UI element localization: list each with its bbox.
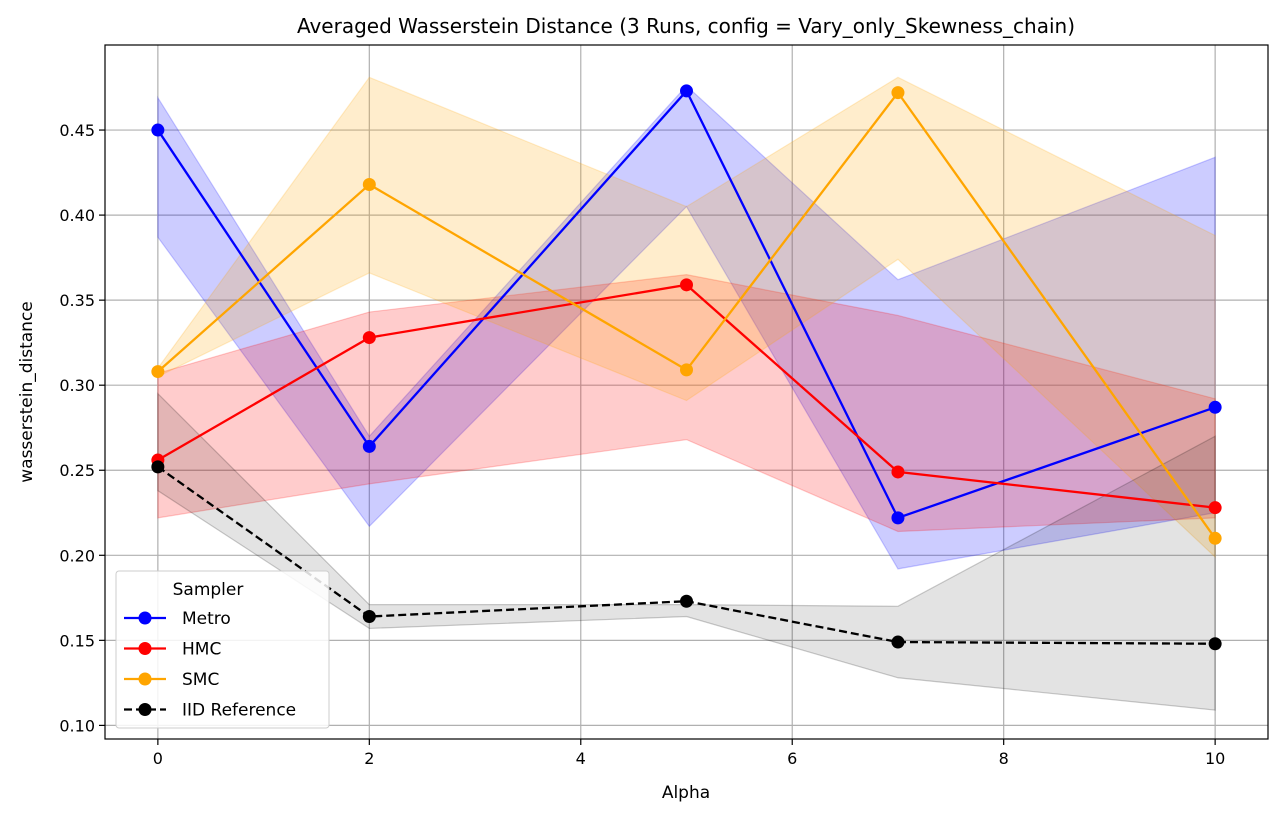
- x-tick-label: 2: [364, 749, 374, 768]
- smc-point: [362, 177, 376, 191]
- legend-marker-smc: [138, 672, 152, 686]
- y-tick-label: 0.30: [59, 376, 95, 395]
- x-axis-ticks: 0 2 4 6 8 10: [153, 739, 1225, 768]
- legend-label-iid-reference: IID Reference: [182, 701, 296, 721]
- x-tick-label: 6: [787, 749, 797, 768]
- iid-reference-point: [1208, 637, 1222, 651]
- legend-marker-metro: [138, 611, 152, 625]
- hmc-point: [891, 465, 905, 479]
- metro-point: [891, 511, 905, 525]
- y-tick-label: 0.25: [59, 461, 95, 480]
- x-tick-label: 10: [1205, 749, 1225, 768]
- y-axis-ticks: 0.10 0.15 0.20 0.25 0.30 0.35 0.40 0.45: [59, 121, 105, 735]
- y-tick-label: 0.15: [59, 631, 95, 650]
- y-tick-label: 0.10: [59, 716, 95, 735]
- smc-point: [1208, 531, 1222, 545]
- smc-point: [680, 363, 693, 377]
- series-points: [151, 84, 1222, 651]
- iid-reference-point: [891, 635, 905, 649]
- plot-frame: [104, 44, 1269, 740]
- metro-point: [1208, 400, 1222, 414]
- metro-point: [362, 439, 376, 453]
- hmc-band: [157, 274, 1216, 533]
- y-tick-label: 0.35: [59, 291, 95, 310]
- legend-box: [115, 570, 330, 729]
- legend-marker-hmc: [138, 642, 152, 655]
- legend-label-smc: SMC: [182, 670, 219, 690]
- legend-label-hmc: HMC: [182, 640, 221, 660]
- x-axis-label: Alpha: [662, 783, 710, 803]
- hmc-point: [680, 278, 693, 292]
- smc-point: [891, 86, 905, 100]
- chart-title: Averaged Wasserstein Distance (3 Runs, c…: [297, 14, 1075, 38]
- y-tick-label: 0.20: [59, 546, 95, 565]
- legend-label-metro: Metro: [182, 609, 231, 629]
- x-tick-label: 4: [576, 749, 586, 768]
- iid-reference-point: [362, 610, 376, 624]
- legend-title: Sampler: [173, 580, 244, 600]
- metro-point: [680, 84, 693, 98]
- hmc-point: [362, 331, 376, 345]
- y-tick-label: 0.40: [59, 206, 95, 225]
- iid-reference-point: [680, 594, 693, 608]
- y-tick-label: 0.45: [59, 121, 95, 140]
- legend-entries: Metro HMC SMC IID Reference: [124, 609, 296, 721]
- legend-marker-iid-reference: [138, 703, 152, 716]
- hmc-point: [1208, 501, 1222, 515]
- smc-band: [157, 76, 1216, 559]
- iid-reference-point: [151, 460, 165, 474]
- metro-point: [151, 123, 165, 137]
- y-axis-label: wasserstein_distance: [17, 301, 37, 483]
- smc-point: [151, 365, 165, 379]
- x-tick-label: 8: [999, 749, 1009, 768]
- confidence-bands: [157, 76, 1216, 711]
- legend: Sampler Metro HMC SMC IID Reference: [115, 570, 330, 729]
- x-tick-label: 0: [153, 749, 163, 768]
